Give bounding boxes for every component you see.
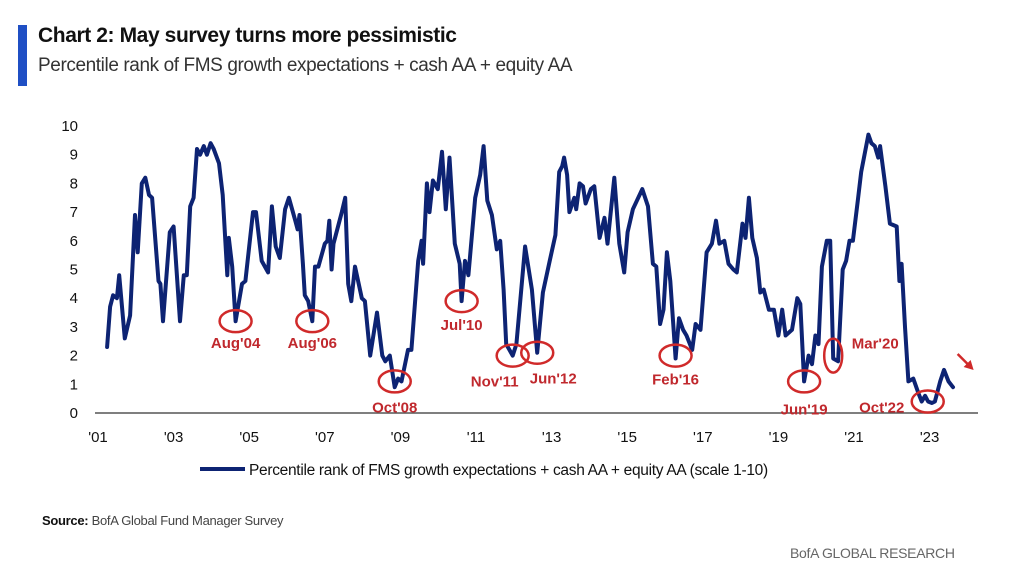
source-text: BofA Global Fund Manager Survey bbox=[88, 513, 284, 528]
x-tick-label: '21 bbox=[844, 429, 864, 446]
down-arrow-head-icon bbox=[963, 359, 974, 370]
x-tick-label: '05 bbox=[239, 429, 259, 446]
annotation-circle bbox=[444, 288, 479, 314]
x-axis: '01 '03 '05 '07 '09 '11 '13 '15 '17 '19 '21 '23 bbox=[88, 429, 939, 446]
annotation-circle bbox=[910, 389, 945, 414]
x-tick-label: '19 bbox=[769, 429, 789, 446]
x-tick-label: '11 bbox=[467, 429, 485, 446]
x-tick-label: '15 bbox=[617, 429, 637, 446]
annotation-label: Jun'12 bbox=[530, 371, 577, 388]
y-tick-label: 1 bbox=[70, 376, 78, 393]
x-tick-label: '13 bbox=[542, 429, 562, 446]
annotation-circle bbox=[822, 337, 844, 374]
annotation-circle bbox=[377, 369, 412, 394]
annotation-label: Jul'10 bbox=[441, 317, 483, 334]
x-tick-label: '17 bbox=[693, 429, 713, 446]
annotation-label: Feb'16 bbox=[652, 372, 699, 389]
y-tick-label: 5 bbox=[70, 262, 78, 279]
y-tick-label: 9 bbox=[70, 147, 78, 164]
source-label: Source: bbox=[42, 513, 89, 528]
y-tick-label: 8 bbox=[70, 175, 78, 192]
annotation-circle bbox=[295, 308, 330, 334]
y-tick-label: 6 bbox=[70, 233, 78, 250]
annotation-label: Nov'11 bbox=[471, 374, 519, 391]
annotation-label: Jun'19 bbox=[781, 401, 828, 418]
source-note: Source: BofA Global Fund Manager Survey bbox=[42, 513, 284, 528]
legend-label: Percentile rank of FMS growth expectatio… bbox=[249, 462, 768, 479]
y-tick-label: 7 bbox=[70, 204, 78, 221]
y-tick-label: 10 bbox=[61, 118, 78, 135]
annotation-circle bbox=[218, 308, 253, 334]
chart-subtitle: Percentile rank of FMS growth expectatio… bbox=[38, 55, 573, 76]
brand-label: BofA GLOBAL RESEARCH bbox=[790, 545, 955, 561]
x-tick-label: '01 bbox=[88, 429, 108, 446]
annotation-label: Oct'08 bbox=[372, 399, 417, 416]
annotations: Aug'04 Aug'06 Oct'08 Jul'10 Nov'11 Jun'12 Feb'… bbox=[211, 288, 974, 418]
annotation-circle bbox=[786, 369, 822, 394]
annotation-label: Aug'06 bbox=[288, 335, 337, 352]
title-accent-bar bbox=[18, 25, 27, 86]
y-tick-label: 0 bbox=[70, 405, 78, 422]
annotation-circle bbox=[658, 343, 693, 368]
x-tick-label: '03 bbox=[164, 429, 184, 446]
y-tick-label: 4 bbox=[70, 290, 78, 307]
y-tick-label: 2 bbox=[70, 348, 78, 365]
y-axis: 0 1 2 3 4 5 6 7 8 9 10 bbox=[61, 118, 78, 422]
x-tick-label: '23 bbox=[920, 429, 940, 446]
annotation-circle bbox=[495, 343, 530, 368]
x-tick-label: '07 bbox=[315, 429, 335, 446]
chart-title: Chart 2: May survey turns more pessimist… bbox=[38, 24, 457, 47]
annotation-label: Mar'20 bbox=[852, 336, 899, 353]
annotation-circle bbox=[519, 340, 555, 365]
annotation-label: Aug'04 bbox=[211, 335, 261, 352]
x-tick-label: '09 bbox=[391, 429, 411, 446]
legend: Percentile rank of FMS growth expectatio… bbox=[200, 462, 768, 479]
annotation-label: Oct'22 bbox=[859, 400, 904, 417]
y-tick-label: 3 bbox=[70, 319, 78, 336]
